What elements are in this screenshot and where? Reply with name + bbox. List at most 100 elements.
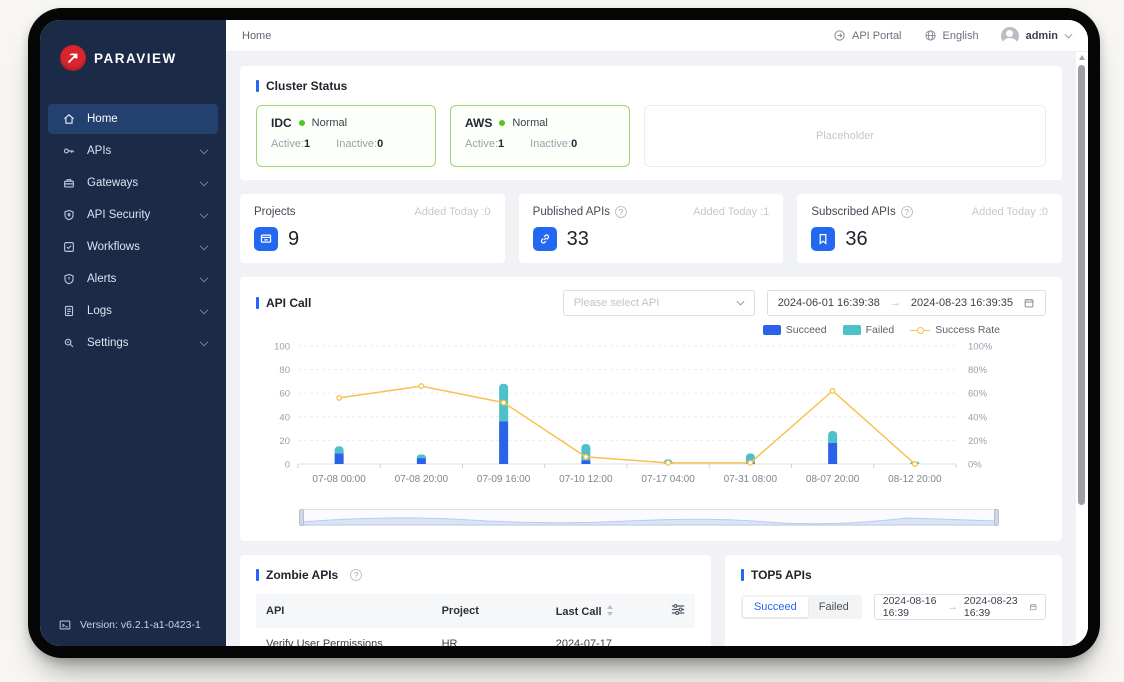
sidebar-item-apis[interactable]: APIs bbox=[48, 136, 218, 166]
datazoom-handle-left[interactable] bbox=[299, 509, 304, 526]
stat-added-today: Added Today :0 bbox=[414, 206, 491, 218]
topbar: Home API Portal English admin bbox=[226, 20, 1088, 52]
svg-text:08-07 20:00: 08-07 20:00 bbox=[806, 474, 860, 485]
zombie-apis-title: Zombie APIs ? bbox=[256, 568, 695, 582]
svg-text:07-10 12:00: 07-10 12:00 bbox=[559, 474, 613, 485]
svg-text:100%: 100% bbox=[968, 342, 993, 353]
stat-card-subscribed-apis[interactable]: Subscribed APIs ? Added Today :0 36 bbox=[797, 194, 1063, 263]
sidebar-item-alerts[interactable]: Alerts bbox=[48, 264, 218, 294]
filter-sliders-icon[interactable] bbox=[671, 603, 685, 616]
col-last-call[interactable]: Last Call bbox=[546, 594, 651, 628]
sidebar-item-label: Logs bbox=[87, 305, 112, 317]
chevron-down-icon bbox=[199, 241, 209, 250]
stat-label: Projects bbox=[254, 206, 296, 218]
svg-text:07-08 00:00: 07-08 00:00 bbox=[312, 474, 366, 485]
app-screen: PARAVIEW Home APIs bbox=[40, 20, 1088, 646]
device-frame: PARAVIEW Home APIs bbox=[28, 8, 1100, 658]
legend-swatch-icon bbox=[762, 325, 781, 335]
legend-label: Failed bbox=[865, 324, 895, 336]
sidebar-item-gateways[interactable]: Gateways bbox=[48, 168, 218, 198]
cell-project: HR bbox=[431, 628, 546, 646]
api-select-placeholder: Please select API bbox=[573, 297, 660, 309]
sidebar-item-workflows[interactable]: Workflows bbox=[48, 232, 218, 262]
svg-text:100: 100 bbox=[274, 342, 290, 353]
legend-line-icon bbox=[910, 326, 931, 334]
brand-name: PARAVIEW bbox=[94, 50, 177, 66]
sidebar-item-settings[interactable]: Settings bbox=[48, 328, 218, 358]
calendar-icon bbox=[1029, 604, 1036, 611]
date-start: 2024-08-16 16:39 bbox=[882, 595, 937, 619]
chevron-down-icon bbox=[199, 177, 209, 186]
chevron-down-icon bbox=[199, 337, 209, 346]
terminal-icon bbox=[59, 620, 71, 630]
home-icon bbox=[62, 112, 76, 126]
title-accent-bar bbox=[740, 569, 744, 581]
cell-api: Verify User Permissions bbox=[256, 628, 432, 646]
datazoom-wave-icon bbox=[301, 517, 997, 525]
svg-text:07-31 08:00: 07-31 08:00 bbox=[724, 474, 778, 485]
stat-card-projects[interactable]: Projects Added Today :0 9 bbox=[240, 194, 505, 263]
api-portal-link[interactable]: API Portal bbox=[833, 29, 902, 42]
chart-datazoom-slider[interactable] bbox=[299, 509, 999, 526]
content-scrollbar[interactable] bbox=[1076, 52, 1088, 646]
info-circle-icon[interactable]: ? bbox=[615, 206, 628, 218]
legend-failed[interactable]: Failed bbox=[842, 324, 895, 336]
datazoom-handle-right[interactable] bbox=[994, 509, 999, 526]
tab-succeed[interactable]: Succeed bbox=[742, 597, 808, 617]
stat-added-today: Added Today :1 bbox=[693, 206, 770, 218]
date-start: 2024-06-01 16:39:38 bbox=[777, 297, 880, 309]
info-circle-icon[interactable]: ? bbox=[900, 206, 913, 218]
date-range-picker[interactable]: 2024-06-01 16:39:38 → 2024-08-23 16:39:3… bbox=[766, 290, 1046, 316]
chevron-down-icon bbox=[199, 145, 209, 154]
cluster-inactive-count: Inactive:0 bbox=[530, 138, 578, 150]
sort-icon[interactable] bbox=[606, 604, 614, 616]
tab-failed[interactable]: Failed bbox=[818, 601, 849, 613]
info-circle-icon[interactable]: ? bbox=[350, 569, 363, 581]
sidebar-item-api-security[interactable]: API Security bbox=[48, 200, 218, 230]
svg-text:80%: 80% bbox=[968, 365, 988, 376]
api-call-chart: 0 0% 20 20% 40 40% 60 60% 80 80% 100 100% 07-08 00:0… bbox=[274, 342, 993, 486]
sidebar-item-label: Alerts bbox=[87, 273, 117, 285]
legend-succeed[interactable]: Succeed bbox=[762, 324, 827, 336]
sidebar-item-label: APIs bbox=[87, 145, 112, 157]
cluster-name: IDC bbox=[271, 116, 292, 130]
version-text: Version: v6.2.1-a1-0423-1 bbox=[80, 619, 201, 631]
globe-icon bbox=[924, 30, 936, 41]
scroll-up-arrow-icon[interactable] bbox=[1079, 55, 1085, 60]
scrollbar-thumb[interactable] bbox=[1078, 65, 1085, 505]
section-title-text: Zombie APIs bbox=[266, 568, 339, 582]
cluster-placeholder-card: Placeholder bbox=[644, 105, 1046, 167]
breadcrumb[interactable]: Home bbox=[242, 29, 272, 42]
arrow-right-icon: → bbox=[889, 297, 901, 309]
api-select[interactable]: Please select API bbox=[562, 290, 755, 316]
settings-icon bbox=[62, 336, 76, 350]
svg-text:0: 0 bbox=[285, 460, 290, 471]
svg-text:60: 60 bbox=[279, 389, 290, 400]
legend-success-rate[interactable]: Success Rate bbox=[910, 324, 1000, 336]
api-call-card: API Call Please select API 2024-06-01 16… bbox=[240, 277, 1062, 541]
chevron-down-icon bbox=[199, 209, 209, 218]
user-menu[interactable]: admin bbox=[1000, 26, 1073, 45]
zombie-apis-card: Zombie APIs ? API Project Last Call bbox=[240, 555, 711, 646]
chevron-down-icon bbox=[199, 273, 209, 282]
sidebar-item-home[interactable]: Home bbox=[48, 104, 218, 134]
top5-apis-title: TOP5 APIs bbox=[740, 568, 1046, 582]
status-dot-icon bbox=[298, 120, 305, 126]
top5-date-range[interactable]: 2024-08-16 16:39 → 2024-08-23 16:39 bbox=[873, 594, 1046, 620]
cluster-inactive-count: Inactive:0 bbox=[336, 138, 384, 150]
cluster-status-card: Cluster Status IDC Normal Active:1 Inac bbox=[240, 66, 1062, 180]
table-header-row: API Project Last Call bbox=[256, 594, 695, 628]
col-api: API bbox=[266, 605, 285, 617]
stat-value: 36 bbox=[845, 227, 868, 250]
legend-label: Succeed bbox=[785, 324, 827, 336]
table-row[interactable]: Verify User Permissions HR 2024-07-17 bbox=[256, 628, 695, 646]
cluster-card-idc[interactable]: IDC Normal Active:1 Inactive:0 bbox=[256, 105, 436, 167]
sidebar-item-logs[interactable]: Logs bbox=[48, 296, 218, 326]
stat-card-published-apis[interactable]: Published APIs ? Added Today :1 33 bbox=[518, 194, 784, 263]
language-switcher[interactable]: English bbox=[924, 29, 979, 42]
cluster-card-aws[interactable]: AWS Normal Active:1 Inactive:0 bbox=[450, 105, 630, 167]
col-project: Project bbox=[441, 605, 479, 617]
api-portal-label: API Portal bbox=[851, 29, 902, 42]
svg-text:07-08 20:00: 07-08 20:00 bbox=[395, 474, 449, 485]
legend-label: Success Rate bbox=[935, 324, 1000, 336]
